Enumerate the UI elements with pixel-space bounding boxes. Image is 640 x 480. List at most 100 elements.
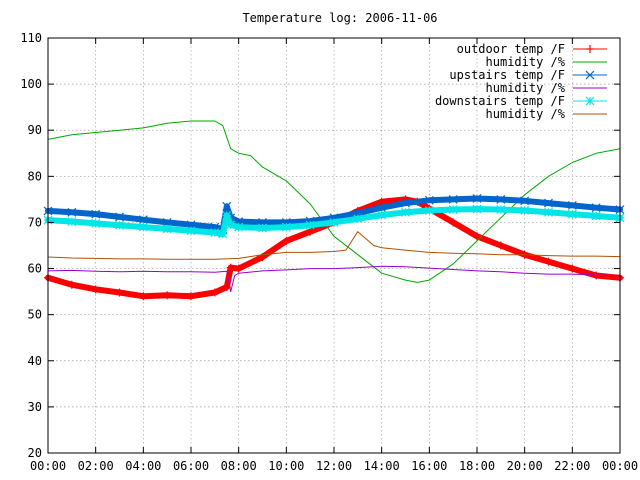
series-point-4: [218, 229, 228, 239]
series-point-0: [226, 263, 235, 272]
series-point-0: [234, 264, 243, 273]
x-tick-label: 22:00: [554, 459, 590, 473]
chart-title: Temperature log: 2006-11-06: [242, 11, 437, 25]
series-point-2: [138, 215, 148, 225]
series-point-4: [329, 218, 339, 227]
axis-layer: 20 30 40 50 60 70 80 90 100 110 00:00 02:00 04:00 06:…: [20, 31, 638, 473]
y-tick-label: 100: [20, 77, 42, 91]
x-tick-label: 14:00: [364, 459, 400, 473]
series-point-4: [210, 228, 220, 238]
series-line-upstairs-temp-f-2: [45, 195, 623, 233]
x-tick-label: 04:00: [125, 459, 161, 473]
series-point-4: [138, 222, 148, 232]
legend-label: humidity /%: [486, 107, 566, 121]
series-point-2: [472, 194, 482, 203]
series-point-0: [163, 291, 172, 300]
series-point-0: [496, 241, 505, 250]
series-point-2: [520, 196, 530, 206]
series-point-0: [473, 232, 481, 241]
series-point-4: [544, 207, 553, 217]
legend-marker: [585, 96, 595, 106]
series-point-0: [139, 292, 148, 301]
series-point-2: [222, 201, 232, 211]
legend-marker: [585, 70, 595, 80]
series-point-0: [187, 292, 195, 301]
series-point-4: [591, 211, 601, 221]
grid-layer: [48, 38, 620, 453]
series-line-downstairs-temp-f-4: [45, 206, 623, 237]
series-point-2: [401, 198, 410, 208]
y-tick-label: 80: [28, 169, 42, 183]
y-tick-label: 30: [28, 400, 42, 414]
y-tick-label: 60: [28, 262, 42, 276]
x-tick-label: 20:00: [507, 459, 543, 473]
legend-label: humidity /%: [486, 81, 566, 95]
series-point-4: [448, 205, 458, 214]
series-point-4: [567, 209, 577, 219]
y-tick-label: 90: [28, 123, 42, 137]
x-tick-label: 00:00: [602, 459, 638, 473]
x-tick-label: 02:00: [78, 459, 114, 473]
series-point-2: [496, 194, 506, 204]
series-point-4: [234, 222, 244, 232]
series-point-2: [67, 207, 77, 217]
series-point-0: [377, 197, 386, 206]
series-point-4: [258, 223, 267, 233]
x-tick-label: 12:00: [316, 459, 352, 473]
series-point-4: [424, 206, 434, 215]
series-point-2: [567, 200, 577, 210]
y-tick-label: 110: [20, 31, 42, 45]
series-point-4: [401, 207, 410, 217]
x-tick-label: 08:00: [221, 459, 257, 473]
series-line-outdoor-temp-f-0: [45, 196, 623, 300]
legend-label: downstairs temp /F: [435, 94, 565, 108]
legend-label: upstairs temp /F: [449, 68, 565, 82]
series-point-0: [449, 218, 458, 227]
x-tick-label: 16:00: [411, 459, 447, 473]
x-tick-label: 18:00: [459, 459, 495, 473]
series-point-2: [544, 198, 553, 208]
legend-marker: [586, 45, 594, 53]
x-tick-label: 10:00: [268, 459, 304, 473]
series-point-2: [424, 195, 434, 205]
legend-label: humidity /%: [486, 55, 566, 69]
series-line-humidity-5: [47, 231, 621, 260]
series-point-2: [115, 212, 124, 222]
series-point-2: [448, 194, 458, 204]
series-point-4: [222, 211, 232, 220]
series-line-humidity-3: [47, 265, 621, 293]
series-point-0: [544, 257, 553, 266]
series-point-0: [91, 285, 100, 294]
series-point-0: [282, 236, 291, 245]
series-point-4: [520, 206, 530, 215]
series-point-2: [91, 209, 101, 219]
y-tick-label: 50: [28, 308, 42, 322]
series-point-4: [472, 204, 482, 214]
series-point-4: [305, 220, 315, 230]
x-tick-label: 06:00: [173, 459, 209, 473]
series-point-0: [568, 264, 577, 273]
series-point-4: [162, 224, 172, 234]
x-tick-label: 00:00: [30, 459, 66, 473]
series-point-4: [226, 220, 236, 230]
series-point-4: [115, 220, 124, 230]
series-point-0: [67, 280, 76, 289]
series-point-4: [67, 217, 77, 226]
series-point-4: [91, 218, 101, 228]
series-point-4: [353, 214, 363, 224]
series-point-4: [281, 222, 291, 232]
y-tick-label: 20: [28, 446, 42, 460]
series-layer: [43, 120, 625, 301]
series-point-0: [210, 288, 219, 297]
series-point-0: [115, 288, 124, 297]
series-point-2: [591, 203, 601, 213]
series-point-2: [377, 203, 387, 213]
series-point-4: [377, 210, 387, 220]
y-tick-label: 40: [28, 354, 42, 368]
series-point-2: [162, 218, 172, 227]
series-point-4: [496, 205, 506, 214]
y-tick-label: 70: [28, 215, 42, 229]
series-point-4: [186, 226, 196, 236]
